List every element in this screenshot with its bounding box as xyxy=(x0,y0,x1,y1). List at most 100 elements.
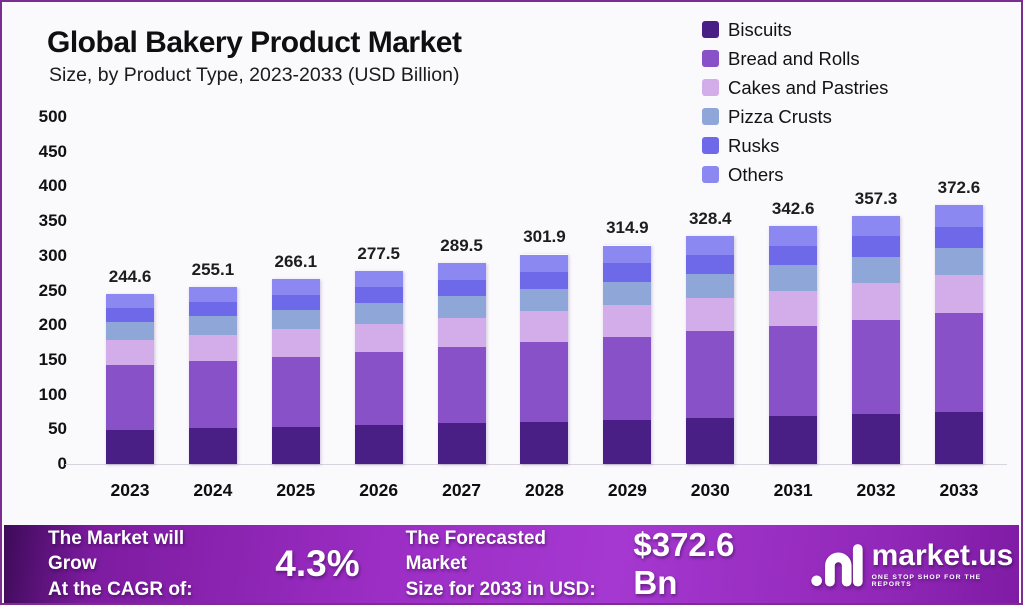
bar-total-label: 289.5 xyxy=(440,236,483,256)
legend-label: Cakes and Pastries xyxy=(728,76,889,98)
bar-total-label: 244.6 xyxy=(108,267,152,287)
x-axis-label-2033: 2033 xyxy=(939,480,979,500)
bar-stack xyxy=(769,226,818,464)
bars-container: 244.6 2023 255.1 2024 266.1 2025 277.5 2026 289.… xyxy=(77,117,1007,500)
bar-segment-pizza-crusts xyxy=(934,248,983,276)
bar-segment-biscuits xyxy=(934,411,983,464)
bar-segment-bread-and-rolls xyxy=(437,347,486,424)
bar-stack xyxy=(603,245,652,464)
forecast-label-line2: Size for 2033 in USD: xyxy=(405,578,596,600)
bar-segment-rusks xyxy=(354,287,403,304)
bar-segment-biscuits xyxy=(106,429,154,464)
legend-item-bread-and-rolls: Bread and Rolls xyxy=(702,44,1012,73)
bar-segment-bread-and-rolls xyxy=(769,325,818,416)
bar-segment-biscuits xyxy=(520,421,569,464)
bar-segment-rusks xyxy=(106,308,154,323)
bar-segment-rusks xyxy=(437,279,486,297)
bar-segment-cakes-and-pastries xyxy=(686,297,735,332)
bar-stack xyxy=(852,216,901,464)
legend-item-cakes-and-pastries: Cakes and Pastries xyxy=(702,73,1012,102)
bar-segment-others xyxy=(106,294,154,309)
bar-segment-rusks xyxy=(271,294,320,310)
legend-item-pizza-crusts: Pizza Crusts xyxy=(702,102,1012,131)
y-tick-label: 450 xyxy=(38,141,67,161)
bar-segment-rusks xyxy=(188,301,237,317)
chart-subtitle: Size, by Product Type, 2023-2033 (USD Bi… xyxy=(49,64,460,86)
x-axis-label-2026: 2026 xyxy=(359,480,399,500)
legend-item-biscuits: Biscuits xyxy=(702,15,1012,44)
plot-area: 244.6 2023 255.1 2024 266.1 2025 277.5 2026 289.… xyxy=(65,117,1007,500)
bar-stack xyxy=(686,236,735,464)
bar-total-label: 255.1 xyxy=(191,259,235,279)
bar-column-2033: 372.6 2033 xyxy=(934,117,983,500)
bar-total-label: 301.9 xyxy=(523,227,566,247)
bar-segment-pizza-crusts xyxy=(188,316,237,336)
bar-segment-cakes-and-pastries xyxy=(271,329,320,357)
x-axis-label-2028: 2028 xyxy=(524,480,564,500)
forecast-label: The Forecasted Market Size for 2033 in U… xyxy=(406,526,608,601)
y-tick-label: 500 xyxy=(38,107,67,126)
bar-segment-biscuits xyxy=(188,428,237,464)
bar-segment-cakes-and-pastries xyxy=(520,311,569,343)
bar-segment-rusks xyxy=(769,245,818,266)
bar-segment-cakes-and-pastries xyxy=(188,335,237,362)
cagr-label-line1: The Market will Grow xyxy=(48,528,185,575)
bar-stack xyxy=(934,205,983,464)
bar-segment-rusks xyxy=(520,271,569,290)
bar-segment-others xyxy=(603,245,652,264)
x-axis-label-2024: 2024 xyxy=(193,480,233,500)
bar-stack xyxy=(188,287,237,464)
x-axis-label-2025: 2025 xyxy=(276,480,316,500)
y-tick-label: 0 xyxy=(57,454,67,473)
bar-segment-bread-and-rolls xyxy=(106,365,154,430)
bar-segment-cakes-and-pastries xyxy=(934,275,983,314)
bar-segment-bread-and-rolls xyxy=(520,342,569,422)
x-axis-label-2030: 2030 xyxy=(690,480,730,500)
bar-segment-cakes-and-pastries xyxy=(603,304,652,337)
legend-label: Biscuits xyxy=(728,18,792,40)
x-axis-label-2029: 2029 xyxy=(607,480,647,500)
bar-total-label: 277.5 xyxy=(357,244,400,264)
bar-segment-bread-and-rolls xyxy=(686,331,735,418)
bar-stack xyxy=(271,279,320,464)
bar-segment-biscuits xyxy=(437,423,486,464)
bar-segment-others xyxy=(934,205,983,227)
bar-column-2023: 244.6 2023 xyxy=(106,117,154,500)
y-tick-label: 300 xyxy=(38,245,67,265)
legend-item-rusks: Rusks xyxy=(702,131,1012,160)
bar-column-2024: 255.1 2024 xyxy=(188,117,237,500)
x-axis-label-2032: 2032 xyxy=(856,480,896,500)
bar-segment-pizza-crusts xyxy=(603,281,652,305)
bar-segment-others xyxy=(271,279,320,295)
bar-segment-others xyxy=(852,216,901,237)
bar-segment-others xyxy=(188,287,237,302)
bar-segment-rusks xyxy=(686,254,735,274)
bar-segment-bread-and-rolls xyxy=(934,313,983,412)
bar-segment-others xyxy=(520,254,569,272)
bar-segment-others xyxy=(354,271,403,288)
bar-column-2030: 328.4 2030 xyxy=(686,117,735,500)
bar-segment-pizza-crusts xyxy=(852,256,901,284)
x-axis-label-2027: 2027 xyxy=(442,480,482,500)
forecast-value: $372.6 Bn xyxy=(633,526,735,601)
bar-segment-rusks xyxy=(852,236,901,257)
bar-total-label: 342.6 xyxy=(771,199,815,219)
bar-segment-biscuits xyxy=(271,426,320,464)
y-tick-label: 50 xyxy=(48,419,67,439)
bar-column-2031: 342.6 2031 xyxy=(769,117,818,500)
bar-segment-bread-and-rolls xyxy=(188,361,237,429)
brand-name: market.us xyxy=(871,538,1014,572)
bar-segment-cakes-and-pastries xyxy=(769,290,818,326)
forecast-label-line1: The Forecasted Market xyxy=(405,528,547,575)
brand-text: market.us ONE STOP SHOP FOR THE REPORTS xyxy=(871,538,1019,588)
bar-segment-biscuits xyxy=(354,425,403,464)
bar-column-2025: 266.1 2025 xyxy=(271,117,320,500)
bar-segment-pizza-crusts xyxy=(686,273,735,298)
y-tick-label: 250 xyxy=(38,280,67,300)
y-tick-label: 350 xyxy=(38,211,67,231)
bar-segment-cakes-and-pastries xyxy=(106,340,154,366)
cagr-value: 4.3% xyxy=(275,543,360,584)
legend-label: Others xyxy=(728,163,784,185)
legend-swatch-icon xyxy=(702,21,719,38)
bar-total-label: 328.4 xyxy=(688,209,732,229)
